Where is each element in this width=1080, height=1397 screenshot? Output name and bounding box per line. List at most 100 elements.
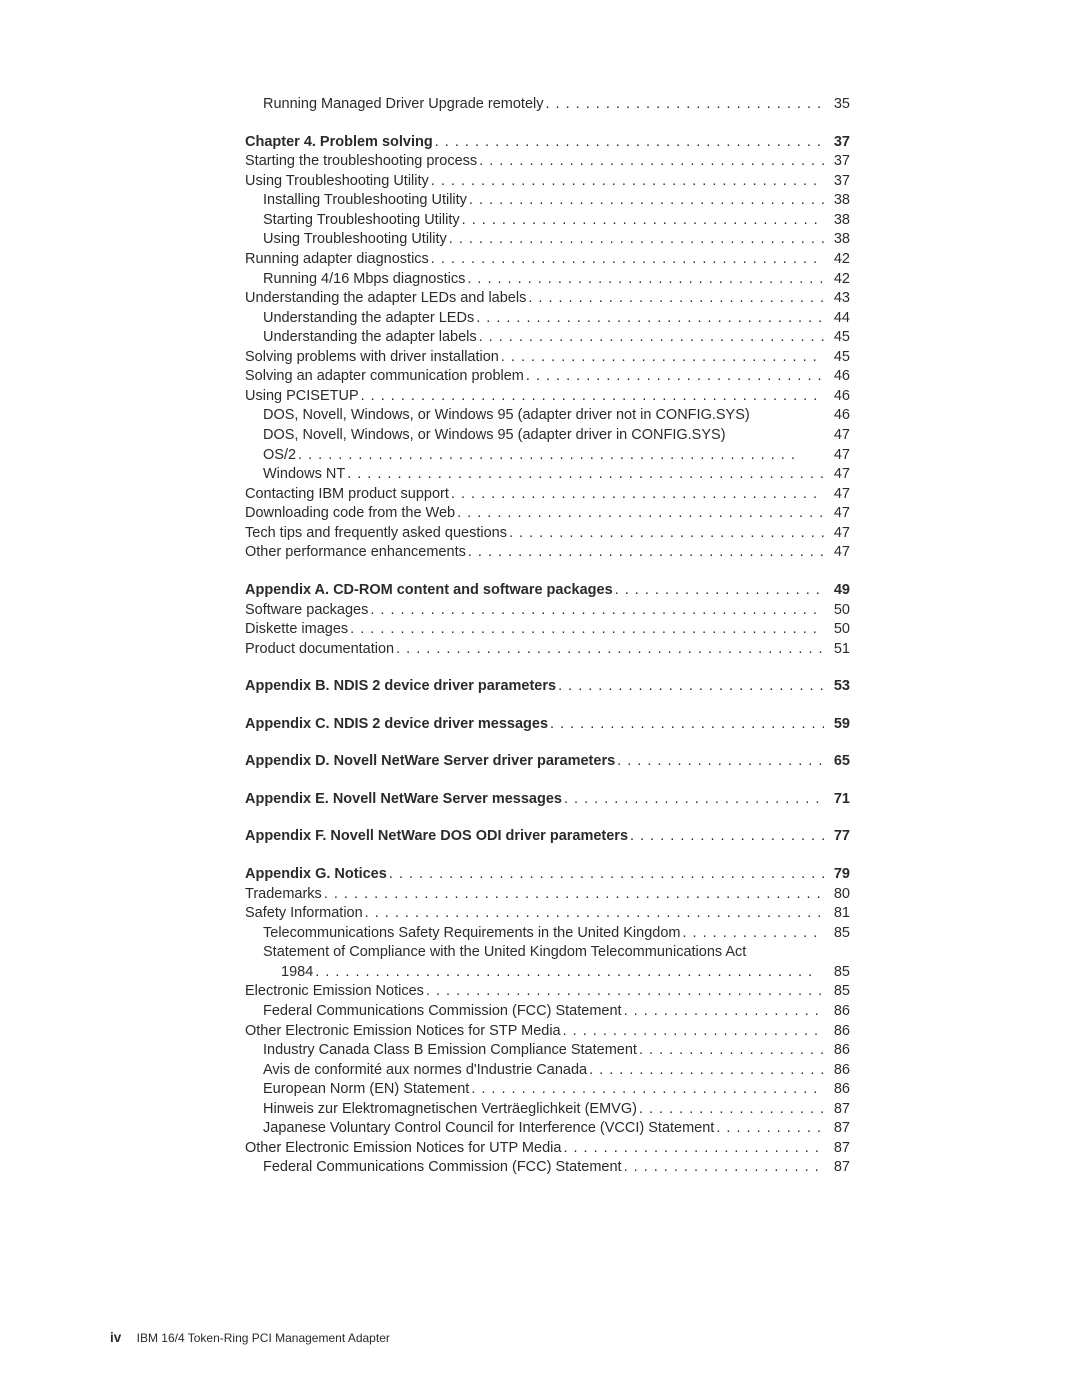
toc-entry: OS/247 — [245, 446, 850, 466]
toc-entry-label: Tech tips and frequently asked questions — [245, 524, 507, 544]
toc-entry-page: 80 — [828, 885, 850, 905]
toc-entry-label: European Norm (EN) Statement — [263, 1080, 469, 1100]
toc-entry: Diskette images50 — [245, 620, 850, 640]
toc-entry: Running adapter diagnostics42 — [245, 250, 850, 270]
toc-entry: Trademarks 80 — [245, 885, 850, 905]
toc-entry-page: 43 — [828, 289, 850, 309]
toc-entry: Japanese Voluntary Control Council for I… — [245, 1119, 850, 1139]
toc-entry-label: Installing Troubleshooting Utility — [263, 191, 467, 211]
toc-entry: European Norm (EN) Statement86 — [245, 1080, 850, 1100]
toc-entry: Running 4/16 Mbps diagnostics42 — [245, 270, 850, 290]
toc-leader — [615, 581, 824, 601]
toc-entry: Solving an adapter communication problem… — [245, 367, 850, 387]
toc-entry-label: Japanese Voluntary Control Council for I… — [263, 1119, 714, 1139]
toc-entry-page: 42 — [828, 270, 850, 290]
toc-entry-page: 85 — [828, 924, 850, 944]
toc-entry-label: Industry Canada Class B Emission Complia… — [263, 1041, 637, 1061]
toc-entry-label: Safety Information — [245, 904, 363, 924]
toc-entry-page: 85 — [828, 963, 850, 983]
toc-entry-label: Running adapter diagnostics — [245, 250, 429, 270]
toc-entry: Appendix A. CD-ROM content and software … — [245, 581, 850, 601]
toc-entry: Using Troubleshooting Utility37 — [245, 172, 850, 192]
toc-entry-label: Telecommunications Safety Requirements i… — [263, 924, 681, 944]
toc-entry: Running Managed Driver Upgrade remotely3… — [245, 95, 850, 115]
toc-entry-page: 35 — [828, 95, 850, 115]
toc-leader — [479, 328, 824, 348]
toc-leader — [431, 250, 824, 270]
toc-leader — [528, 289, 824, 309]
toc-entry-label: Other Electronic Emission Notices for ST… — [245, 1022, 561, 1042]
toc-leader — [471, 1080, 824, 1100]
toc-leader — [624, 1002, 824, 1022]
toc-entry: Safety Information 81 — [245, 904, 850, 924]
toc-entry-page: 47 — [828, 485, 850, 505]
toc-entry-label: Statement of Compliance with the United … — [263, 943, 746, 963]
toc-leader — [479, 152, 824, 172]
toc-entry-label: Windows NT — [263, 465, 345, 485]
toc-entry-label: Appendix E. Novell NetWare Server messag… — [245, 790, 562, 810]
toc-entry-label: Contacting IBM product support — [245, 485, 449, 505]
toc-entry: Windows NT47 — [245, 465, 850, 485]
toc-entry-page: 53 — [828, 677, 850, 697]
toc-entry: Appendix B. NDIS 2 device driver paramet… — [245, 677, 850, 697]
toc-entry: Contacting IBM product support 47 — [245, 485, 850, 505]
toc-entry-label: Trademarks — [245, 885, 322, 905]
toc-entry: Appendix D. Novell NetWare Server driver… — [245, 752, 850, 772]
toc-entry: Hinweis zur Elektromagnetischen Verträeg… — [245, 1100, 850, 1120]
toc-entry-page: 87 — [828, 1158, 850, 1178]
toc-entry: Starting the troubleshooting process37 — [245, 152, 850, 172]
toc-entry-label: Avis de conformité aux normes d'Industri… — [263, 1061, 587, 1081]
toc-entry: Product documentation51 — [245, 640, 850, 660]
toc-entry: Downloading code from the Web47 — [245, 504, 850, 524]
toc-leader — [361, 387, 824, 407]
toc-entry-label: DOS, Novell, Windows, or Windows 95 (ada… — [263, 406, 750, 426]
toc-leader — [630, 827, 824, 847]
toc-leader — [435, 133, 824, 153]
toc-entry-label: Appendix G. Notices — [245, 865, 387, 885]
toc-leader — [431, 172, 824, 192]
toc-leader — [467, 270, 824, 290]
toc-leader — [462, 211, 824, 231]
toc-entry: Other Electronic Emission Notices for UT… — [245, 1139, 850, 1159]
toc-leader — [298, 446, 824, 466]
toc-entry-page: 59 — [828, 715, 850, 735]
toc-entry-page: 38 — [828, 211, 850, 231]
toc-entry-page: 81 — [828, 904, 850, 924]
toc-entry-page: 51 — [828, 640, 850, 660]
toc-entry: Appendix E. Novell NetWare Server messag… — [245, 790, 850, 810]
toc-entry-label: Understanding the adapter LEDs — [263, 309, 474, 329]
toc-leader — [350, 620, 824, 640]
toc-container: Running Managed Driver Upgrade remotely3… — [245, 95, 850, 1178]
toc-entry: Statement of Compliance with the United … — [245, 943, 850, 963]
toc-entry: Installing Troubleshooting Utility38 — [245, 191, 850, 211]
toc-entry-page: 47 — [828, 426, 850, 446]
toc-entry-label: Federal Communications Commission (FCC) … — [263, 1158, 622, 1178]
toc-entry-page: 79 — [828, 865, 850, 885]
toc-entry: DOS, Novell, Windows, or Windows 95 (ada… — [245, 426, 850, 446]
toc-entry-label: Appendix A. CD-ROM content and software … — [245, 581, 613, 601]
toc-entry-label: Appendix B. NDIS 2 device driver paramet… — [245, 677, 556, 697]
toc-leader — [389, 865, 824, 885]
toc-leader — [617, 752, 824, 772]
toc-leader — [564, 790, 824, 810]
toc-entry-page: 37 — [828, 172, 850, 192]
toc-entry-page: 87 — [828, 1139, 850, 1159]
toc-entry: Appendix G. Notices 79 — [245, 865, 850, 885]
toc-entry-label: 1984 — [281, 963, 313, 983]
toc-entry-label: Understanding the adapter labels — [263, 328, 477, 348]
toc-entry-label: Appendix F. Novell NetWare DOS ODI drive… — [245, 827, 628, 847]
toc-entry: Appendix F. Novell NetWare DOS ODI drive… — [245, 827, 850, 847]
toc-leader — [563, 1022, 824, 1042]
toc-entry-label: Starting Troubleshooting Utility — [263, 211, 460, 231]
toc-entry: Using PCISETUP46 — [245, 387, 850, 407]
toc-entry: Other performance enhancements47 — [245, 543, 850, 563]
toc-entry-page: 86 — [828, 1022, 850, 1042]
toc-entry: 1984 85 — [245, 963, 850, 983]
toc-entry: Appendix C. NDIS 2 device driver message… — [245, 715, 850, 735]
toc-entry-label: Solving problems with driver installatio… — [245, 348, 499, 368]
toc-leader — [365, 904, 824, 924]
toc-leader — [716, 1119, 824, 1139]
toc-entry-page: 71 — [828, 790, 850, 810]
toc-leader — [476, 309, 824, 329]
toc-leader — [639, 1041, 824, 1061]
